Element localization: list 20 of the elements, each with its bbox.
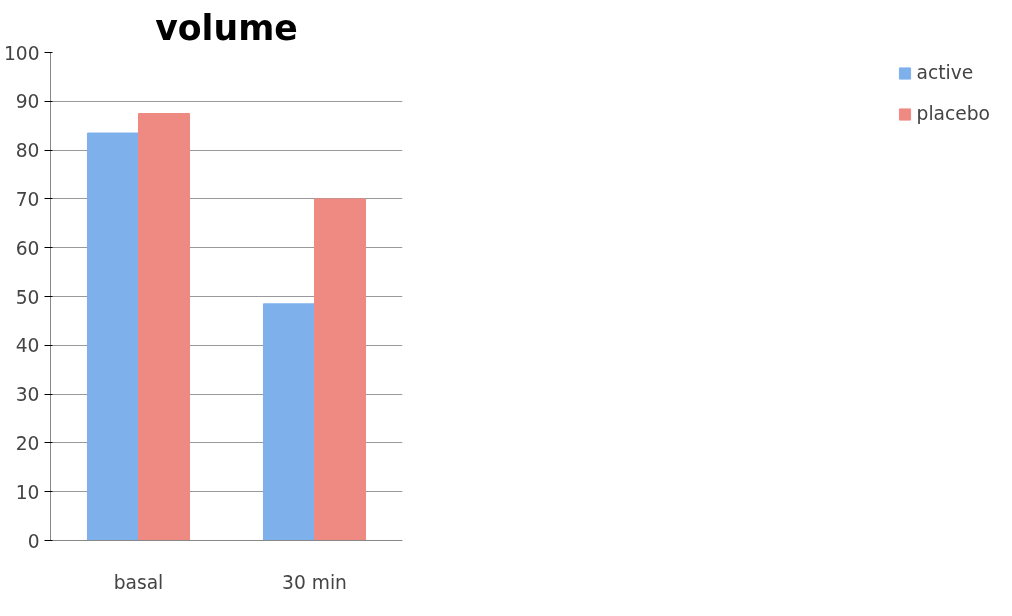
y-tick-label: 20	[15, 432, 40, 454]
y-tick-label: 50	[15, 286, 40, 308]
x-tick-label: basal	[113, 571, 164, 593]
y-tick-label: 90	[15, 91, 40, 113]
bar	[86, 132, 139, 541]
y-tick-label: 70	[15, 188, 40, 210]
y-tick-label: 80	[15, 140, 40, 162]
chart-title: volume	[155, 7, 298, 48]
x-tick-label: 30 min	[282, 571, 347, 593]
y-tick-label: 40	[15, 335, 40, 357]
y-tick-label: 60	[15, 237, 40, 259]
y-tick-label: 30	[15, 384, 40, 406]
y-tick-label: 10	[15, 481, 40, 503]
y-tick-label: 100	[3, 42, 40, 64]
bar	[138, 113, 191, 541]
bar	[262, 303, 315, 541]
y-tick-label: 0	[27, 530, 40, 552]
legend-label: placebo	[916, 103, 990, 124]
bar	[314, 198, 367, 541]
legend-label: active	[916, 62, 974, 83]
